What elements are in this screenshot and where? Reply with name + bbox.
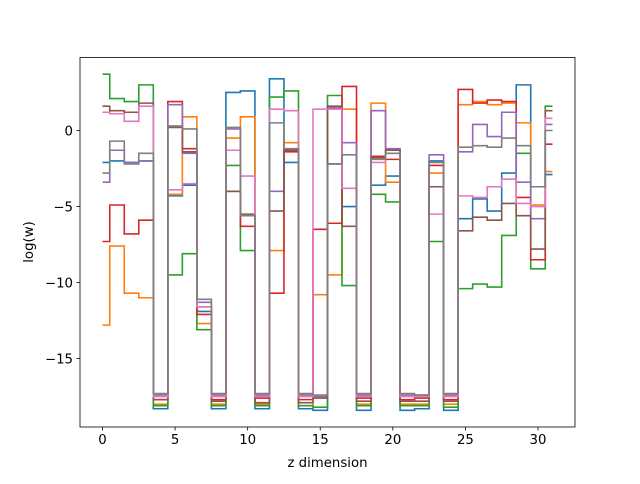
x-tick-label: 20 xyxy=(384,433,401,448)
y-tick-label: 0 xyxy=(65,124,73,139)
y-axis-label: log(w) xyxy=(22,221,37,263)
x-tick-label: 10 xyxy=(239,433,256,448)
series-line-3 xyxy=(102,73,553,409)
x-tick-label: 0 xyxy=(98,433,106,448)
y-tick-label: −10 xyxy=(45,276,73,291)
y-tick-label: −15 xyxy=(45,352,73,367)
x-tick-label: 25 xyxy=(457,433,474,448)
x-tick-label: 30 xyxy=(530,433,547,448)
axes-frame xyxy=(79,57,576,428)
x-tick-label: 5 xyxy=(171,433,179,448)
y-tick-label: −5 xyxy=(53,200,73,215)
x-ticks: 0 5 10 15 20 25 30 xyxy=(98,427,546,448)
x-tick-label: 15 xyxy=(312,433,329,448)
series-line-6 xyxy=(102,102,553,404)
x-axis-label: z dimension xyxy=(287,456,367,471)
series-line-8 xyxy=(102,122,553,396)
y-ticks: −15 −10 −5 0 xyxy=(45,124,80,367)
series-line-7 xyxy=(102,105,553,398)
series-layer xyxy=(102,73,553,412)
